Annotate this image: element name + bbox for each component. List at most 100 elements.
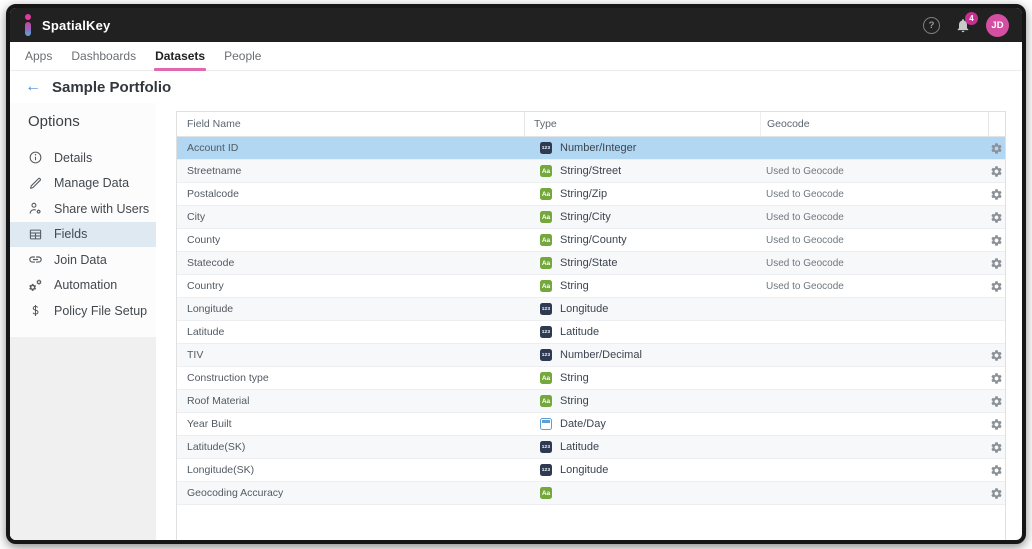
- row-settings-gear-icon[interactable]: [990, 141, 1004, 155]
- table-row-geocoding-accuracy[interactable]: Geocoding Accuracy Aa: [177, 482, 1005, 505]
- row-settings-gear-icon[interactable]: [990, 279, 1004, 293]
- table-row-postalcode[interactable]: Postalcode Aa String/Zip Used to Geocode: [177, 183, 1005, 206]
- field-name-cell: Country: [187, 280, 224, 292]
- tab-datasets[interactable]: Datasets: [154, 42, 207, 71]
- table-row-construction-type[interactable]: Construction type Aa String: [177, 367, 1005, 390]
- column-header-actions: [988, 112, 1005, 136]
- type-cell: 123 Latitude: [524, 326, 760, 338]
- sidebar-item-join-data[interactable]: Join Data: [10, 247, 156, 273]
- geocode-cell: Used to Geocode: [766, 188, 844, 200]
- table-row-tiv[interactable]: TIV 123 Number/Decimal: [177, 344, 1005, 367]
- table-row-latitude[interactable]: Latitude 123 Latitude: [177, 321, 1005, 344]
- actions-cell: [988, 417, 1005, 431]
- back-button[interactable]: ←: [25, 78, 41, 95]
- field-name-cell: Longitude: [187, 303, 234, 315]
- tab-apps[interactable]: Apps: [25, 49, 53, 63]
- tab-people[interactable]: People: [224, 49, 262, 63]
- type-label: Longitude: [560, 303, 609, 315]
- table-row-latitude-sk[interactable]: Latitude(SK) 123 Latitude: [177, 436, 1005, 459]
- table-row-account-id[interactable]: Account ID 123 Number/Integer: [177, 137, 1005, 160]
- content-area: Options Details Manage Data Share with Use…: [10, 103, 1022, 540]
- table-row-statecode[interactable]: Statecode Aa String/State Used to Geocode: [177, 252, 1005, 275]
- type-cell: Aa String/City: [524, 211, 760, 223]
- sidebar-item-manage-data[interactable]: Manage Data: [10, 171, 156, 197]
- row-settings-gear-icon[interactable]: [990, 187, 1004, 201]
- row-settings-gear-icon[interactable]: [990, 486, 1004, 500]
- type-cell: Aa String/State: [524, 257, 760, 269]
- sidebar-item-label: Policy File Setup: [54, 303, 148, 318]
- table-row-longitude-sk[interactable]: Longitude(SK) 123 Longitude: [177, 459, 1005, 482]
- notifications-button[interactable]: 4: [955, 11, 978, 34]
- table-row-county[interactable]: County Aa String/County Used to Geocode: [177, 229, 1005, 252]
- type-label: Number/Decimal: [560, 349, 642, 361]
- row-settings-gear-icon[interactable]: [990, 371, 1004, 385]
- table-row-year-built[interactable]: Year Built Date/Day: [177, 413, 1005, 436]
- sidebar-item-details[interactable]: Details: [10, 145, 156, 171]
- user-avatar[interactable]: JD: [986, 13, 1009, 37]
- string-icon: Aa: [540, 372, 552, 384]
- sidebar-item-fields[interactable]: Fields: [10, 221, 156, 247]
- row-settings-gear-icon[interactable]: [990, 210, 1004, 224]
- type-label: Latitude: [560, 441, 600, 453]
- field-name-cell: Roof Material: [187, 395, 250, 407]
- string-icon: Aa: [540, 395, 552, 407]
- actions-cell: [988, 210, 1005, 224]
- row-settings-gear-icon[interactable]: [990, 164, 1004, 178]
- sidebar-filler: [10, 336, 156, 540]
- table-row-city[interactable]: City Aa String/City Used to Geocode: [177, 206, 1005, 229]
- actions-cell: [988, 440, 1005, 454]
- type-label: String: [560, 280, 589, 292]
- dollar-icon: [28, 303, 43, 318]
- string-icon: Aa: [540, 165, 552, 177]
- table-row-longitude[interactable]: Longitude 123 Longitude: [177, 298, 1005, 321]
- table-icon: [28, 227, 43, 242]
- row-settings-gear-icon[interactable]: [990, 348, 1004, 362]
- number-icon: 123: [540, 441, 552, 453]
- type-cell: Aa String: [524, 280, 760, 292]
- string-icon: Aa: [540, 280, 552, 292]
- type-cell: Aa String: [524, 395, 760, 407]
- link-icon: [28, 252, 43, 267]
- row-settings-gear-icon[interactable]: [990, 417, 1004, 431]
- sidebar-item-policy-file-setup[interactable]: Policy File Setup: [10, 298, 156, 324]
- options-sidebar: Options Details Manage Data Share with Use…: [10, 103, 156, 540]
- help-icon[interactable]: ?: [923, 16, 940, 34]
- column-header-field-name: Field Name: [187, 118, 241, 130]
- row-settings-gear-icon[interactable]: [990, 256, 1004, 270]
- type-label: Date/Day: [560, 418, 606, 430]
- field-name-cell: Postalcode: [187, 188, 239, 200]
- field-name-cell: Latitude: [187, 326, 225, 338]
- fields-table: Field Name Type Geocode Account ID 123 Num…: [176, 111, 1006, 540]
- sidebar-item-label: Details: [54, 150, 93, 165]
- field-name-cell: TIV: [187, 349, 204, 361]
- top-bar-actions: ? 4 JD: [923, 11, 1009, 37]
- geocode-cell: Used to Geocode: [766, 165, 844, 177]
- table-row-country[interactable]: Country Aa String Used to Geocode: [177, 275, 1005, 298]
- primary-nav: Apps Dashboards Datasets People: [10, 42, 1022, 71]
- type-label: String: [560, 372, 589, 384]
- tab-dashboards[interactable]: Dashboards: [71, 49, 137, 63]
- row-settings-gear-icon[interactable]: [990, 233, 1004, 247]
- row-settings-gear-icon[interactable]: [990, 440, 1004, 454]
- table-row-streetname[interactable]: Streetname Aa String/Street Used to Geocode: [177, 160, 1005, 183]
- type-label: Number/Integer: [560, 142, 637, 154]
- main-panel: Field Name Type Geocode Account ID 123 Num…: [156, 103, 1022, 540]
- sidebar-item-label: Manage Data: [54, 176, 130, 191]
- table-body: Account ID 123 Number/Integer Streetname Aa S…: [177, 137, 1005, 540]
- row-settings-gear-icon[interactable]: [990, 394, 1004, 408]
- sidebar-item-share-with-users[interactable]: Share with Users: [10, 196, 156, 222]
- type-label: String/County: [560, 234, 627, 246]
- type-cell: Aa String/County: [524, 234, 760, 246]
- column-header-geocode: Geocode: [760, 112, 988, 136]
- sidebar-item-automation[interactable]: Automation: [10, 273, 156, 299]
- field-name-cell: Statecode: [187, 257, 235, 269]
- table-row-roof-material[interactable]: Roof Material Aa String: [177, 390, 1005, 413]
- actions-cell: [988, 233, 1005, 247]
- field-name-cell: Streetname: [187, 165, 242, 177]
- geocode-cell: Used to Geocode: [766, 211, 844, 223]
- type-cell: 123 Number/Integer: [524, 142, 760, 154]
- actions-cell: [988, 256, 1005, 270]
- type-label: String: [560, 395, 589, 407]
- row-settings-gear-icon[interactable]: [990, 463, 1004, 477]
